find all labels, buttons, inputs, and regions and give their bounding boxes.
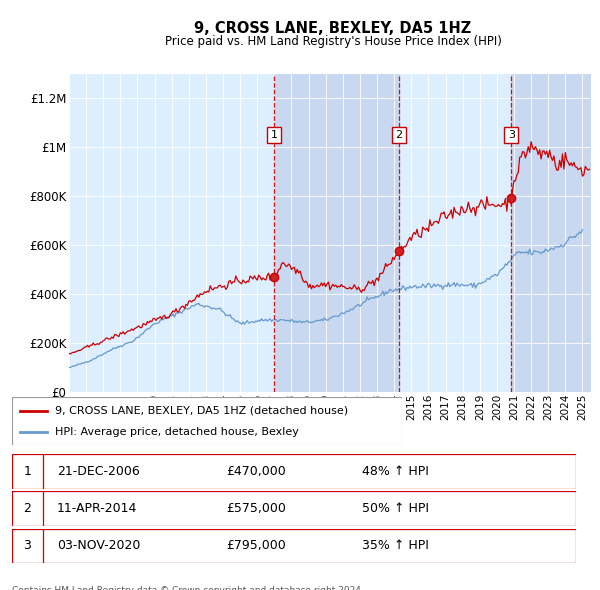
Bar (511, 74, 591, 392)
Text: HPI: Average price, detached house, Bexley: HPI: Average price, detached house, Bexl… (55, 427, 299, 437)
Text: 3: 3 (23, 539, 31, 552)
FancyBboxPatch shape (12, 397, 402, 445)
FancyBboxPatch shape (12, 491, 576, 526)
Text: Price paid vs. HM Land Registry's House Price Index (HPI): Price paid vs. HM Land Registry's House … (164, 35, 502, 48)
Text: 2: 2 (395, 130, 403, 140)
FancyBboxPatch shape (12, 529, 576, 563)
Text: 11-APR-2014: 11-APR-2014 (57, 502, 137, 515)
Text: 1: 1 (271, 130, 277, 140)
Text: 2: 2 (23, 502, 31, 515)
Text: 03-NOV-2020: 03-NOV-2020 (57, 539, 140, 552)
Text: £470,000: £470,000 (226, 465, 286, 478)
Text: 3: 3 (508, 130, 515, 140)
Bar (274, 74, 399, 392)
FancyBboxPatch shape (12, 529, 43, 563)
Text: £575,000: £575,000 (226, 502, 286, 515)
Text: £795,000: £795,000 (226, 539, 286, 552)
FancyBboxPatch shape (12, 454, 43, 489)
Text: 50% ↑ HPI: 50% ↑ HPI (362, 502, 428, 515)
FancyBboxPatch shape (12, 491, 43, 526)
Text: Contains HM Land Registry data © Crown copyright and database right 2024.
This d: Contains HM Land Registry data © Crown c… (12, 586, 364, 590)
Text: 48% ↑ HPI: 48% ↑ HPI (362, 465, 428, 478)
Text: 9, CROSS LANE, BEXLEY, DA5 1HZ (detached house): 9, CROSS LANE, BEXLEY, DA5 1HZ (detached… (55, 405, 348, 415)
Text: 9, CROSS LANE, BEXLEY, DA5 1HZ: 9, CROSS LANE, BEXLEY, DA5 1HZ (194, 21, 472, 35)
Text: 35% ↑ HPI: 35% ↑ HPI (362, 539, 428, 552)
Text: 21-DEC-2006: 21-DEC-2006 (57, 465, 140, 478)
Text: 1: 1 (23, 465, 31, 478)
FancyBboxPatch shape (12, 454, 576, 489)
